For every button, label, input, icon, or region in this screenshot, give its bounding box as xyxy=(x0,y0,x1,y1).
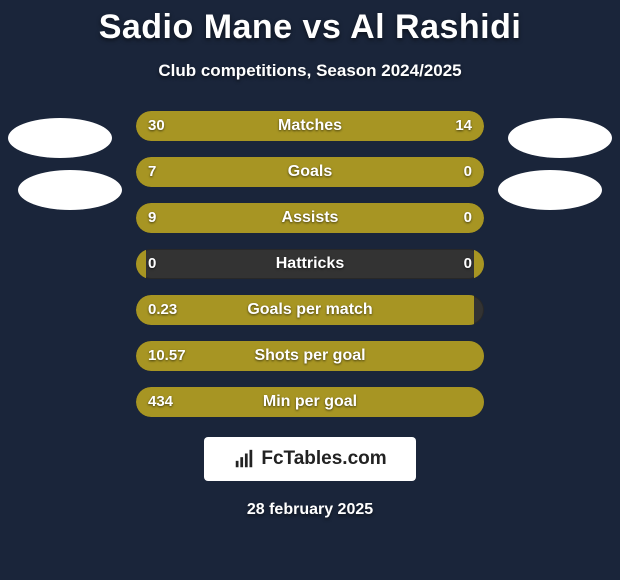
player-left-club-avatar xyxy=(8,118,112,158)
footer-date: 28 february 2025 xyxy=(0,501,620,519)
stats-block: 30Matches147Goals09Assists00Hattricks00.… xyxy=(136,111,484,417)
stat-label: Hattricks xyxy=(136,249,484,279)
stat-row: 0Hattricks0 xyxy=(136,249,484,279)
stat-row: 7Goals0 xyxy=(136,157,484,187)
player-right-nation-avatar xyxy=(498,170,602,210)
stat-row: 9Assists0 xyxy=(136,203,484,233)
player-left-nation-avatar xyxy=(18,170,122,210)
stat-label: Min per goal xyxy=(136,387,484,417)
stat-value-right: 0 xyxy=(464,249,472,279)
page-subtitle: Club competitions, Season 2024/2025 xyxy=(0,61,620,81)
source-logo: FcTables.com xyxy=(204,437,416,481)
stat-label: Shots per goal xyxy=(136,341,484,371)
stat-row: 30Matches14 xyxy=(136,111,484,141)
stat-value-right: 14 xyxy=(455,111,472,141)
stat-row: 434Min per goal xyxy=(136,387,484,417)
source-logo-text: FcTables.com xyxy=(261,448,386,470)
chart-bars-icon xyxy=(233,448,255,470)
stat-value-right: 0 xyxy=(464,203,472,233)
stat-row: 0.23Goals per match xyxy=(136,295,484,325)
stat-row: 10.57Shots per goal xyxy=(136,341,484,371)
stat-label: Goals per match xyxy=(136,295,484,325)
stat-value-right: 0 xyxy=(464,157,472,187)
stat-label: Matches xyxy=(136,111,484,141)
player-right-club-avatar xyxy=(508,118,612,158)
page-title: Sadio Mane vs Al Rashidi xyxy=(0,0,620,47)
stat-label: Goals xyxy=(136,157,484,187)
stat-label: Assists xyxy=(136,203,484,233)
